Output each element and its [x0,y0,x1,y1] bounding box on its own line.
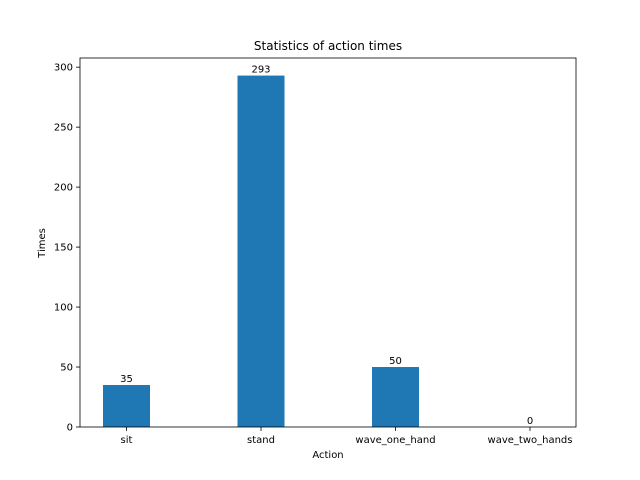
y-tick-label: 250 [54,123,73,134]
x-tick-label: wave_one_hand [355,435,435,446]
y-axis-ticks: 0 50 100 150 200 250 300 [54,63,80,434]
x-tick-label: wave_two_hands [488,435,573,446]
y-tick-label: 100 [54,303,73,314]
bar-wave_one_hand [372,367,419,427]
y-tick-label: 0 [67,423,73,434]
bar-value-label: 293 [251,65,270,76]
bar-sit [103,385,150,427]
y-tick-label: 200 [54,183,73,194]
bars-layer [103,75,419,428]
x-axis-ticks: sit stand wave_one_hand wave_two_hands [121,427,573,446]
bar-labels-layer: 35 293 50 0 [120,65,533,427]
plot-area-frame [79,57,577,428]
x-tick-label: sit [121,435,133,446]
y-tick-label: 150 [54,243,73,254]
bar-value-label: 35 [120,374,133,385]
x-axis-title: Action [312,450,343,461]
y-tick-label: 50 [60,363,73,374]
bar-stand [237,75,285,428]
y-axis-title: Times [37,228,48,259]
x-tick-label: stand [247,435,275,446]
y-tick-label: 300 [54,63,73,74]
bar-value-label: 50 [389,356,402,367]
chart-title: Statistics of action times [254,39,402,53]
bar-value-label: 0 [527,416,533,427]
